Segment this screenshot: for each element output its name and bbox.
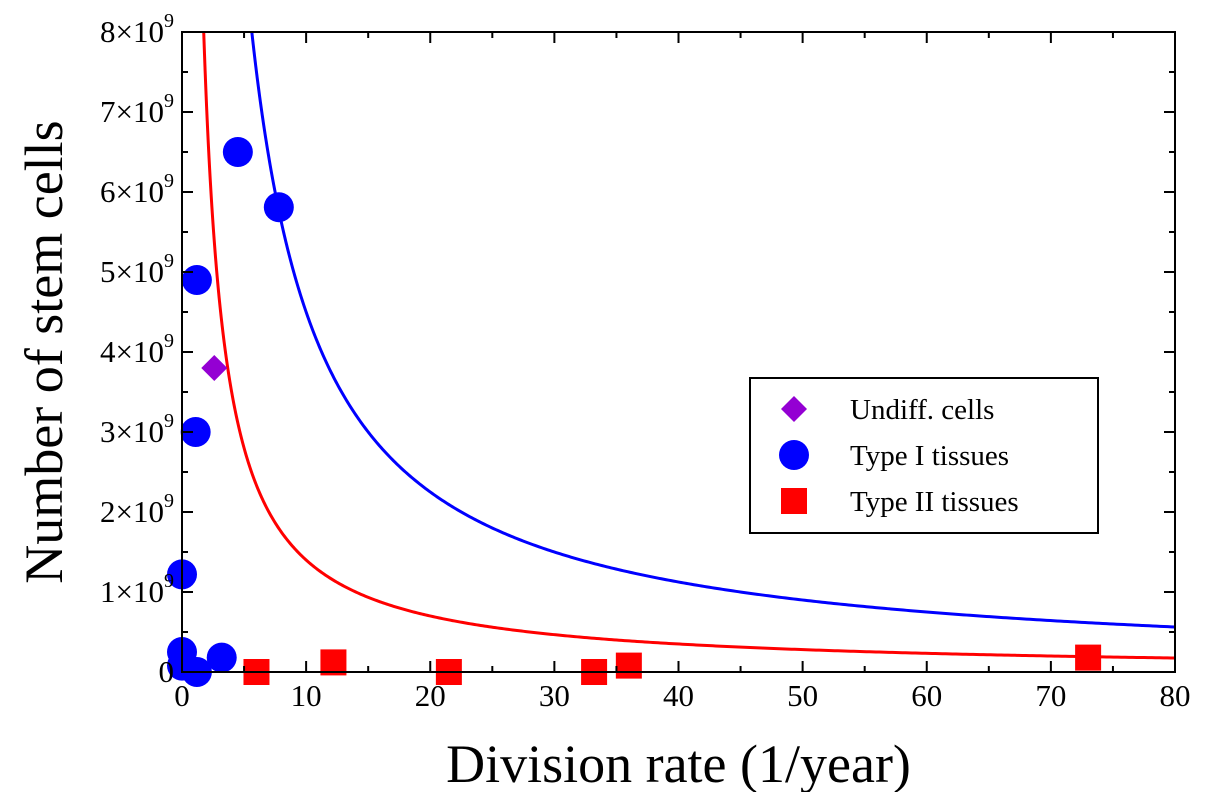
y-tick-mantissa: 3×10 xyxy=(100,414,164,449)
data-point-circle xyxy=(263,192,294,223)
tick-labels: 0 10 20 30 40 50 60 70 8001×1092×1093×1094×1095×… xyxy=(100,10,1190,713)
y-tick-mantissa: 0 xyxy=(159,654,175,689)
y-tick-mantissa: 5×10 xyxy=(100,254,164,289)
plot-frame xyxy=(181,31,1176,673)
legend-label: Type I tissues xyxy=(850,440,1009,472)
y-tick-label: 1×109 xyxy=(100,570,174,609)
y-tick-label: 8×109 xyxy=(100,10,174,49)
y-tick-exponent: 9 xyxy=(164,490,174,512)
y-tick-exponent: 9 xyxy=(164,570,174,592)
x-tick-label: 80 xyxy=(1160,678,1191,713)
x-tick-label: 50 xyxy=(787,678,818,713)
fit-curves xyxy=(202,31,1176,660)
data-point-square xyxy=(1075,644,1102,671)
data-point-diamond xyxy=(201,355,228,381)
y-tick-label: 0 xyxy=(159,654,175,689)
fit-curve-0 xyxy=(250,31,1176,629)
y-tick-mantissa: 2×10 xyxy=(100,494,164,529)
data-point-circle xyxy=(181,265,212,295)
x-tick-label: 10 xyxy=(291,678,322,713)
y-tick-exponent: 9 xyxy=(164,90,174,112)
y-tick-label: 6×109 xyxy=(100,170,174,209)
y-axis-title: Number of stem cells xyxy=(14,120,74,583)
y-tick-mantissa: 4×10 xyxy=(100,334,164,369)
x-tick-label: 0 xyxy=(174,678,190,713)
x-tick-label: 70 xyxy=(1035,678,1066,713)
legend-label: Type II tissues xyxy=(850,486,1019,518)
y-tick-mantissa: 1×10 xyxy=(100,574,164,609)
y-tick-label: 4×109 xyxy=(100,330,174,369)
data-point-circle xyxy=(206,642,237,673)
legend: Undiff. cells Type I tissues Type II tissu… xyxy=(749,377,1099,534)
x-tick-label: 40 xyxy=(663,678,694,713)
y-tick-exponent: 9 xyxy=(164,250,174,272)
y-tick-exponent: 9 xyxy=(164,170,174,192)
y-tick-exponent: 9 xyxy=(164,410,174,432)
legend-marker-square xyxy=(781,488,807,514)
x-axis-title: Division rate (1/year) xyxy=(446,734,911,792)
y-tick-label: 3×109 xyxy=(100,410,174,449)
y-tick-exponent: 9 xyxy=(164,10,174,32)
y-tick-mantissa: 7×10 xyxy=(100,94,164,129)
legend-marker-diamond xyxy=(781,396,807,422)
y-tick-mantissa: 8×10 xyxy=(100,14,164,49)
fit-curve-1 xyxy=(202,31,1176,660)
legend-marker-circle xyxy=(779,440,809,470)
x-tick-label: 60 xyxy=(911,678,942,713)
x-tick-label: 20 xyxy=(415,678,446,713)
y-tick-label: 7×109 xyxy=(100,90,174,129)
y-tick-mantissa: 6×10 xyxy=(100,174,164,209)
y-tick-label: 5×109 xyxy=(100,250,174,289)
y-tick-label: 2×109 xyxy=(100,490,174,529)
y-tick-exponent: 9 xyxy=(164,330,174,352)
data-point-circle xyxy=(222,137,253,167)
x-tick-label: 30 xyxy=(539,678,570,713)
axis-ticks xyxy=(181,31,1176,673)
legend-label: Undiff. cells xyxy=(850,394,994,426)
data-point-square xyxy=(615,652,642,679)
data-point-circle xyxy=(180,417,211,447)
